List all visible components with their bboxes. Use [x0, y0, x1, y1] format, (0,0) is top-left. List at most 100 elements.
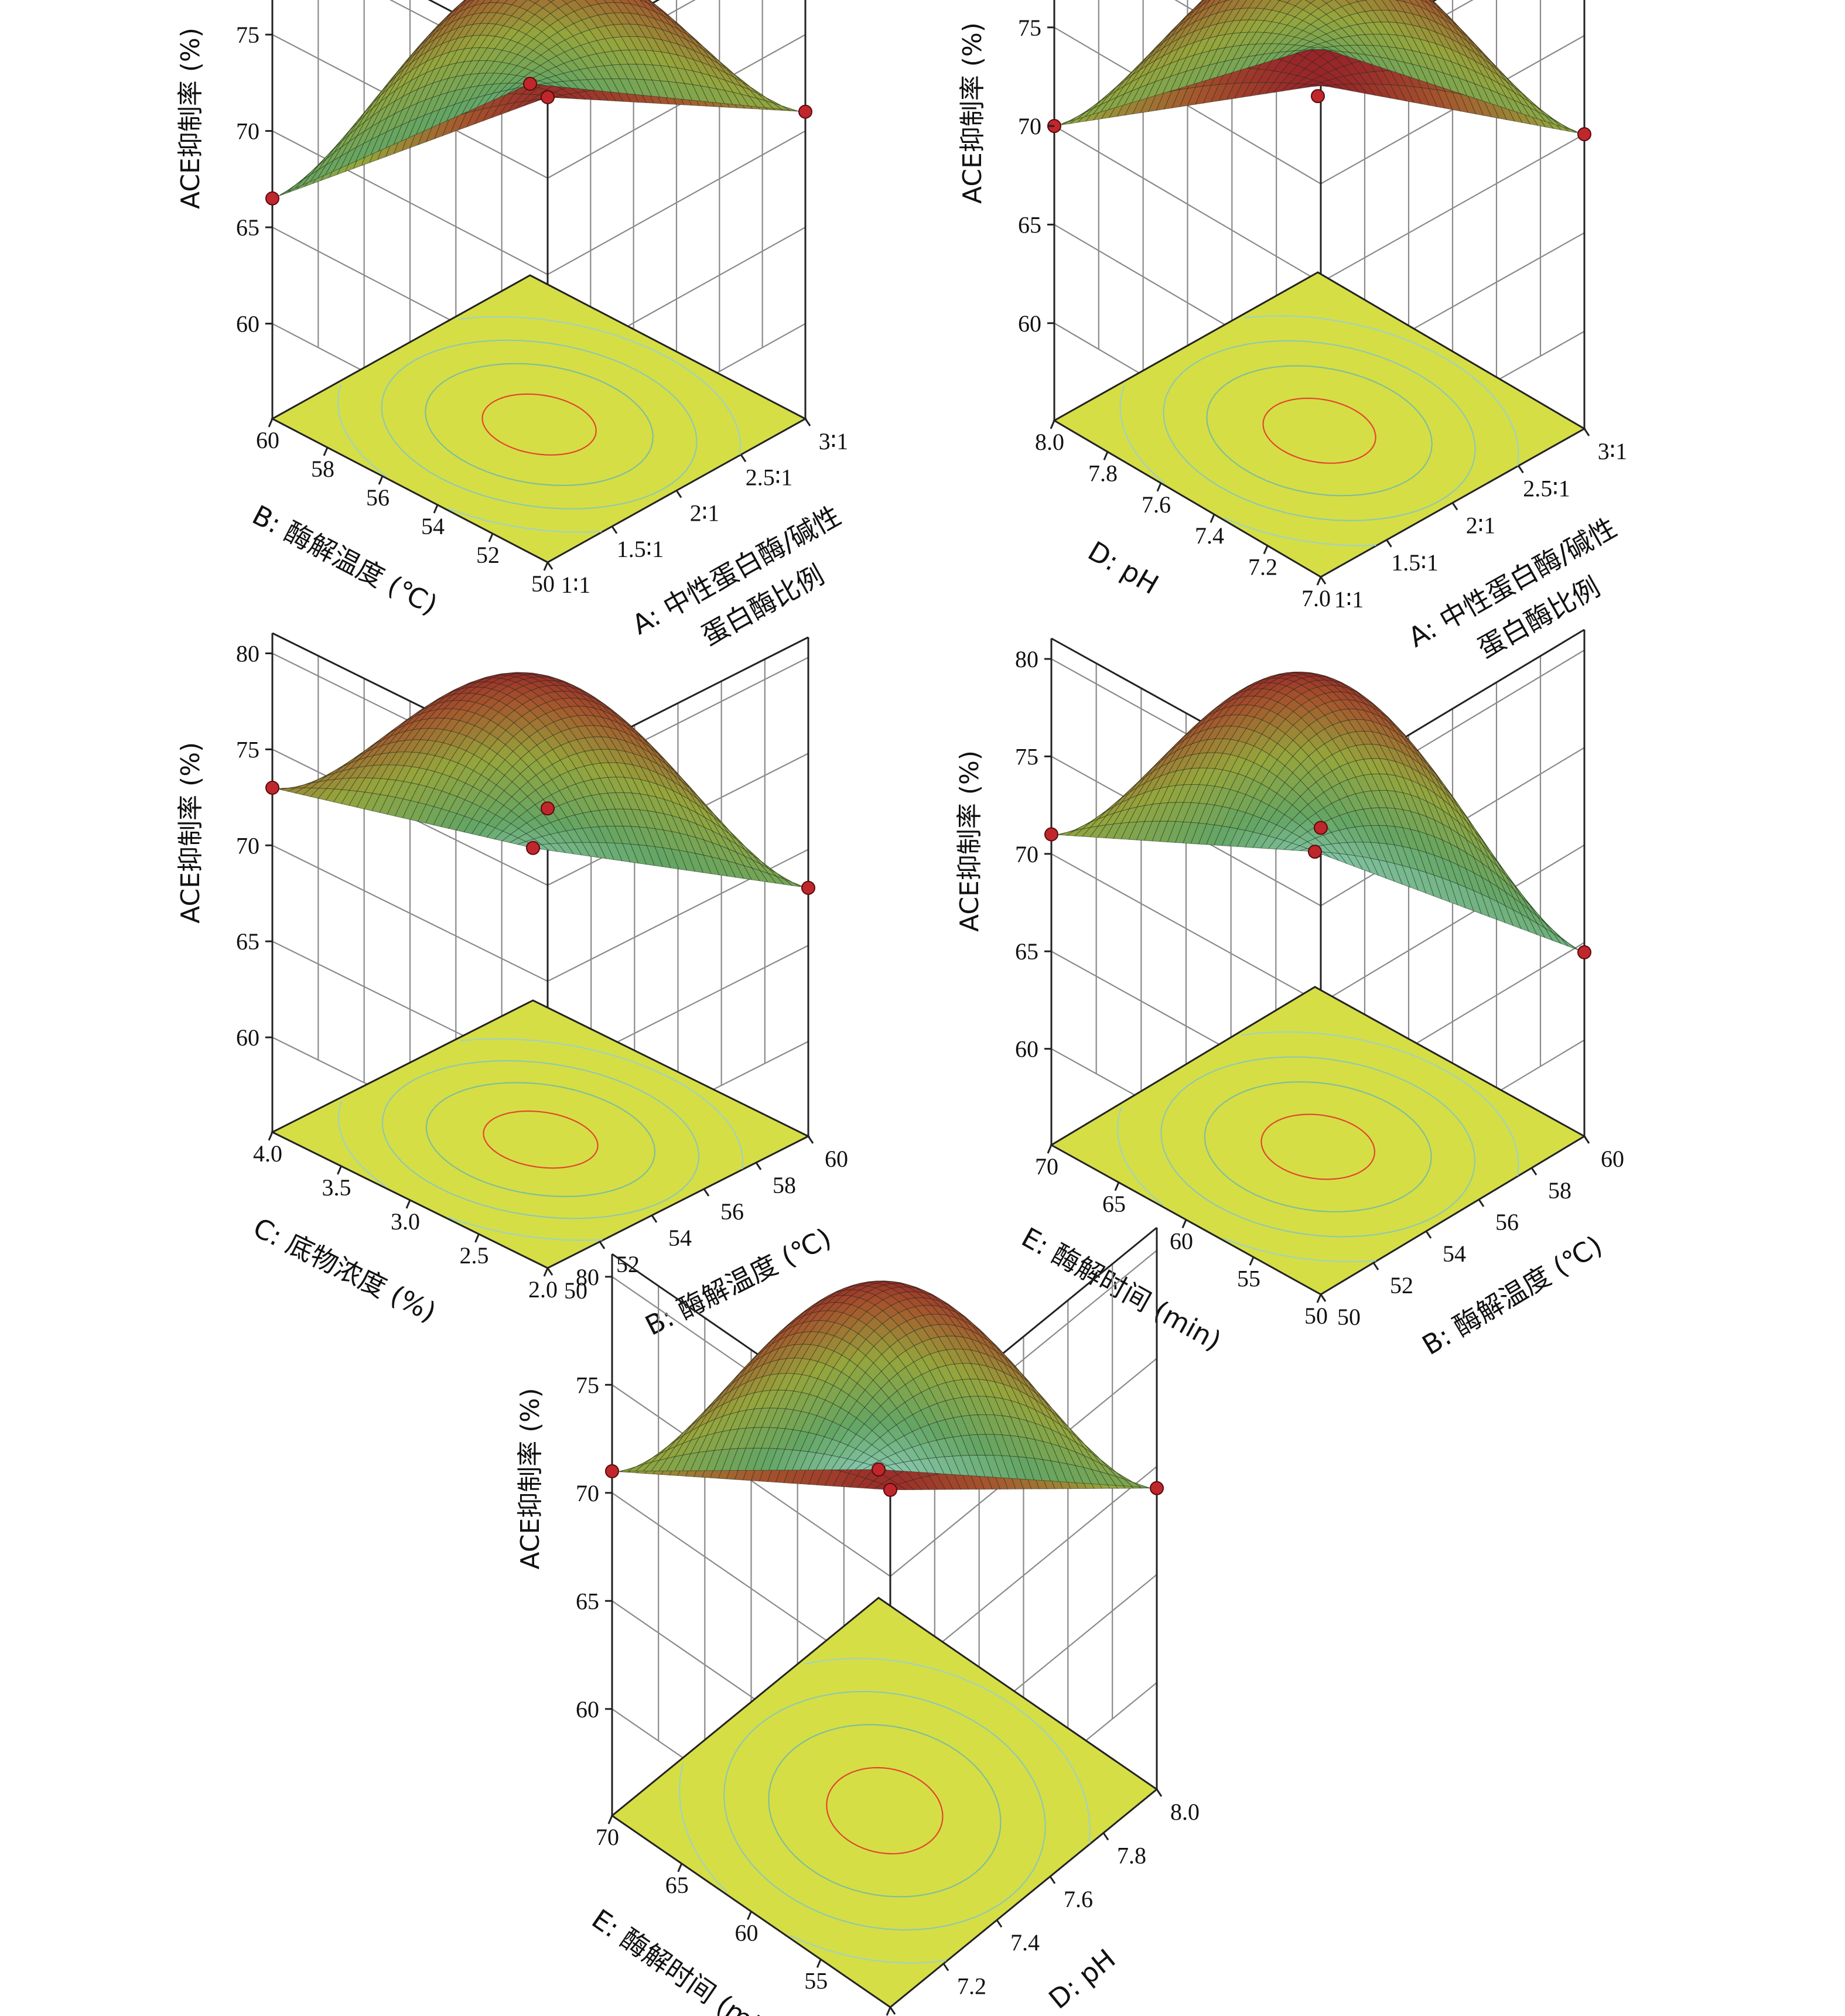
- left-axis-tick: [1181, 1219, 1187, 1229]
- right-axis-tick-label: 60: [1601, 1146, 1624, 1172]
- z-tick-label: 60: [1015, 1036, 1038, 1062]
- design-point: [265, 780, 279, 795]
- right-axis-tick: [1425, 1231, 1432, 1239]
- right-axis-tick: [1320, 1294, 1327, 1302]
- left-axis-tick-label: 7.2: [1248, 554, 1277, 580]
- left-axis-tick-label: 50: [531, 570, 555, 597]
- contour-line: [1262, 397, 1376, 464]
- right-axis-tick-label: 56: [1495, 1209, 1519, 1235]
- z-gridline: [1054, 125, 1321, 283]
- design-point: [1044, 827, 1058, 842]
- right-axis-tick: [1386, 539, 1392, 548]
- z-gridline: [547, 130, 806, 275]
- surface-chart-4: 60 65 70 75 80 ACE抑制率 (%) 70 65 60 55 50 50 52 54 56 58…: [955, 628, 1624, 1361]
- left-axis-tick-label: 54: [421, 513, 445, 539]
- left-axis-tick: [1156, 483, 1162, 492]
- z-tick-label: 75: [1015, 743, 1038, 770]
- right-axis-tick-label: 3∶1: [1598, 438, 1627, 464]
- z-tick-label: 60: [236, 1024, 259, 1051]
- right-axis-tick-label: 58: [1548, 1177, 1571, 1204]
- right-axis-tick: [611, 525, 618, 534]
- left-axis-tick-label: 7.0: [1301, 585, 1331, 611]
- z-tick-label: 70: [1018, 113, 1041, 139]
- right-axis-tick: [703, 1188, 710, 1197]
- contour-line: [337, 316, 742, 533]
- design-point: [1311, 89, 1325, 104]
- left-axis-tick: [1316, 1294, 1322, 1303]
- left-axis-tick: [1114, 1182, 1120, 1191]
- left-axis-tick: [543, 562, 549, 571]
- right-axis-tick-label: 2∶1: [690, 500, 719, 527]
- z-tick-label: 60: [1018, 310, 1041, 337]
- design-point: [541, 90, 555, 104]
- left-axis-tick-label: 3.0: [391, 1208, 420, 1235]
- left-axis-tick-label: 56: [366, 484, 390, 511]
- z-tick-label: 65: [236, 214, 259, 241]
- right-axis-tick-label: 52: [1390, 1272, 1413, 1299]
- z-tick-label: 70: [236, 832, 259, 859]
- design-point: [526, 840, 540, 855]
- right-axis-tick-label: 3∶1: [819, 428, 848, 455]
- right-axis-tick-label: 2.5∶1: [746, 464, 792, 490]
- right-axis-tick: [807, 1136, 814, 1144]
- design-point: [801, 880, 815, 895]
- left-axis-tick: [433, 504, 439, 514]
- surface-cell: [1421, 0, 1429, 4]
- left-axis-tick-label: 2.5: [460, 1242, 489, 1269]
- right-axis-tick: [1320, 576, 1327, 585]
- right-axis-tick: [675, 490, 682, 498]
- response-surface: [1051, 671, 1585, 953]
- design-point: [798, 104, 812, 119]
- design-point: [523, 77, 537, 91]
- right-axis-tick: [651, 1215, 658, 1223]
- left-axis-tick-label: 3.5: [322, 1174, 351, 1201]
- right-axis-tick: [1583, 428, 1590, 436]
- z-axis-label: ACE抑制率 (%): [958, 22, 988, 204]
- right-axis-tick-label: 2∶1: [1466, 512, 1495, 539]
- contour-line: [1206, 365, 1433, 497]
- left-axis-title: B: 酶解温度 (℃): [247, 499, 442, 621]
- left-axis-tick: [1047, 1144, 1053, 1154]
- left-axis-tick: [488, 533, 494, 542]
- z-tick-label: 65: [1018, 211, 1041, 238]
- design-point: [1308, 845, 1322, 859]
- left-axis-tick: [474, 1233, 480, 1243]
- left-axis-tick: [1249, 1256, 1255, 1266]
- left-axis-tick: [1050, 420, 1055, 429]
- z-tick-label: 75: [236, 22, 259, 48]
- contour-base-plane: [270, 274, 808, 563]
- right-axis-tick-label: 1.5∶1: [1391, 549, 1438, 576]
- right-axis-tick: [1530, 1167, 1538, 1176]
- right-axis-tick-label: 54: [668, 1225, 692, 1251]
- right-axis-tick: [804, 418, 811, 426]
- z-tick-label: 75: [236, 736, 259, 763]
- left-axis-tick: [543, 1267, 549, 1277]
- right-axis-tick-label: 1.5∶1: [617, 536, 664, 562]
- left-axis-tick-label: 8.0: [1035, 429, 1064, 455]
- left-axis-tick-label: 60: [1170, 1228, 1193, 1255]
- right-axis-tick-label: 58: [773, 1172, 796, 1198]
- left-axis-tick-label: 52: [476, 542, 500, 568]
- z-tick-label: 65: [236, 928, 259, 955]
- z-tick-label: 70: [1015, 841, 1038, 867]
- design-point: [1577, 945, 1591, 959]
- left-axis-tick: [268, 418, 274, 428]
- left-axis-tick-label: 2.0: [528, 1276, 558, 1303]
- left-axis-title: D: pH: [1082, 535, 1164, 600]
- contour-line: [1119, 315, 1519, 546]
- right-axis-tick-label: 54: [1443, 1241, 1466, 1267]
- right-axis-tick-label: 1∶1: [561, 572, 590, 598]
- right-axis-tick-label: 1∶1: [1334, 586, 1364, 613]
- z-gridline: [272, 130, 548, 275]
- contour-line: [381, 339, 698, 510]
- left-axis-title: E: 酶解时间 (min): [1016, 1221, 1226, 1357]
- response-surface: [1054, 0, 1585, 135]
- z-axis-label: ACE抑制率 (%): [955, 750, 985, 932]
- right-axis-tick: [740, 454, 747, 463]
- z-gridline: [1320, 134, 1585, 283]
- left-axis-tick-label: 4.0: [253, 1140, 282, 1167]
- design-point: [265, 191, 279, 206]
